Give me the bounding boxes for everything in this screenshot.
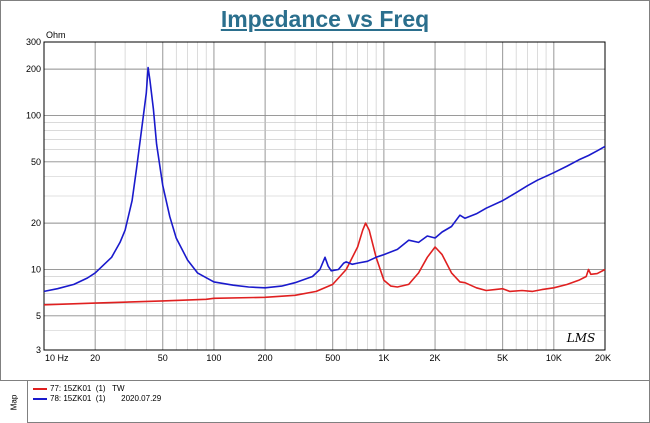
y-tick-label: 300 [26, 37, 41, 47]
lms-annotation: LMS [566, 331, 595, 345]
chart-title: Impedance vs Freq [220, 6, 430, 32]
legend-item[interactable]: 78: 15ZK01 (1) 2020.07.29 [33, 394, 161, 404]
tick-labels: 10 Hz 20 50 100 200 500 1K 2K 5K 10K 20K 3 5 10 20 50 10… [26, 37, 611, 363]
plot-area-frame [43, 41, 606, 351]
y-tick-label: 100 [26, 110, 41, 120]
panel-divider [0, 380, 650, 381]
legend: 77: 15ZK01 (1) TW 78: 15ZK01 (1) 2020.07… [33, 384, 161, 404]
y-tick-label: 10 [31, 264, 41, 274]
series-layer [43, 66, 606, 306]
series-line-red [43, 222, 606, 306]
y-tick-label: 5 [36, 311, 41, 321]
legend-item[interactable]: 77: 15ZK01 (1) TW [33, 384, 161, 394]
impedance-chart: 10 Hz 20 50 100 200 500 1K 2K 5K 10K 20K 3 5 10 20 50 10… [26, 30, 611, 363]
y-tick-label: 3 [36, 345, 41, 355]
x-tick-label: 100 [206, 353, 221, 363]
x-tick-label: 500 [325, 353, 340, 363]
x-tick-label: 200 [258, 353, 273, 363]
map-tab[interactable]: Map [0, 381, 27, 423]
x-tick-label: 20K [595, 353, 611, 363]
y-axis-label: Ohm [46, 30, 66, 40]
x-tick-label: 2K [430, 353, 441, 363]
x-tick-label: 5K [497, 353, 508, 363]
x-tick-label: 10K [546, 353, 562, 363]
y-tick-label: 50 [31, 157, 41, 167]
legend-swatch-red [33, 388, 47, 390]
legend-label: 77: 15ZK01 (1) TW [50, 384, 125, 393]
x-tick-label: 1K [378, 353, 389, 363]
map-column [0, 381, 28, 423]
x-tick-label: 10 Hz [45, 353, 69, 363]
map-tab-label: Map [9, 394, 18, 410]
grid [43, 41, 606, 351]
series-line-blue [43, 66, 606, 293]
y-tick-label: 20 [31, 218, 41, 228]
x-tick-label: 50 [158, 353, 168, 363]
legend-swatch-blue [33, 398, 47, 400]
y-tick-label: 200 [26, 64, 41, 74]
x-tick-label: 20 [90, 353, 100, 363]
legend-label: 78: 15ZK01 (1) 2020.07.29 [50, 394, 162, 403]
